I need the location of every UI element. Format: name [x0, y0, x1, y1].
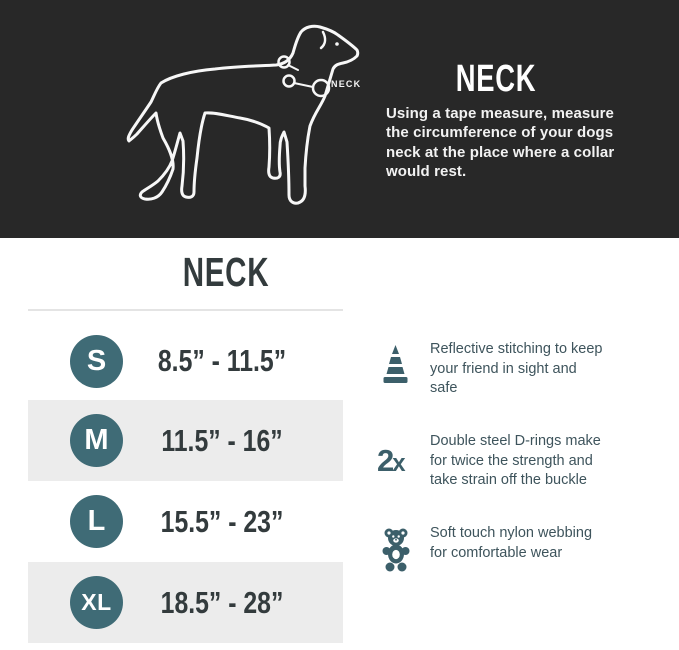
feature-text-webbing: Soft touch nylon webbing for comfortable… [430, 525, 593, 561]
double-strength-2x-icon: 2x [377, 443, 406, 481]
measurement-banner: NECK NECK Using a tape measure, measure … [0, 0, 679, 238]
dog-body-outline [126, 24, 360, 205]
size-badge-m: M [70, 414, 123, 467]
2x-big-digit: 2 [377, 443, 394, 478]
traffic-cone-icon [383, 345, 408, 383]
size-row-m: M 11.5” - 16” [28, 400, 343, 481]
size-badge-l: L [70, 495, 123, 548]
feature-text-reflective: Reflective stitching to keep your friend… [430, 341, 603, 396]
banner-title: NECK [455, 58, 537, 100]
tape-line-bottom [293, 82, 314, 88]
collar-measure-loop [311, 78, 331, 98]
tape-end-circle-bottom [282, 74, 296, 88]
neck-pointer-label: NECK [331, 79, 361, 89]
size-range-l: 15.5” - 23” [160, 503, 284, 539]
size-range-xl: 18.5” - 28” [160, 584, 284, 620]
size-table-title: NECK [182, 249, 270, 295]
size-badge-s: S [70, 334, 123, 388]
banner-description: Using a tape measure, measure the circum… [386, 105, 615, 181]
size-range-m: 11.5” - 16” [161, 422, 283, 458]
tape-end-circle-top [277, 55, 291, 69]
size-badge-xl: XL [70, 576, 123, 629]
2x-small-x: x [392, 450, 405, 477]
dog-ear-line [319, 30, 327, 50]
title-divider [28, 309, 343, 311]
size-row-xl: XL 18.5” - 28” [28, 562, 343, 643]
feature-text-drings: Double steel D-rings make for twice the … [430, 433, 601, 488]
teddy-bear-icon [382, 528, 410, 572]
dog-outline-illustration: NECK [126, 24, 361, 205]
size-range-s: 8.5” - 11.5” [157, 343, 287, 378]
size-row-l: L 15.5” - 23” [28, 481, 343, 562]
size-row-s: S 8.5” - 11.5” [28, 322, 343, 400]
dog-eye-dot [335, 42, 339, 46]
tape-line-top [287, 64, 299, 71]
